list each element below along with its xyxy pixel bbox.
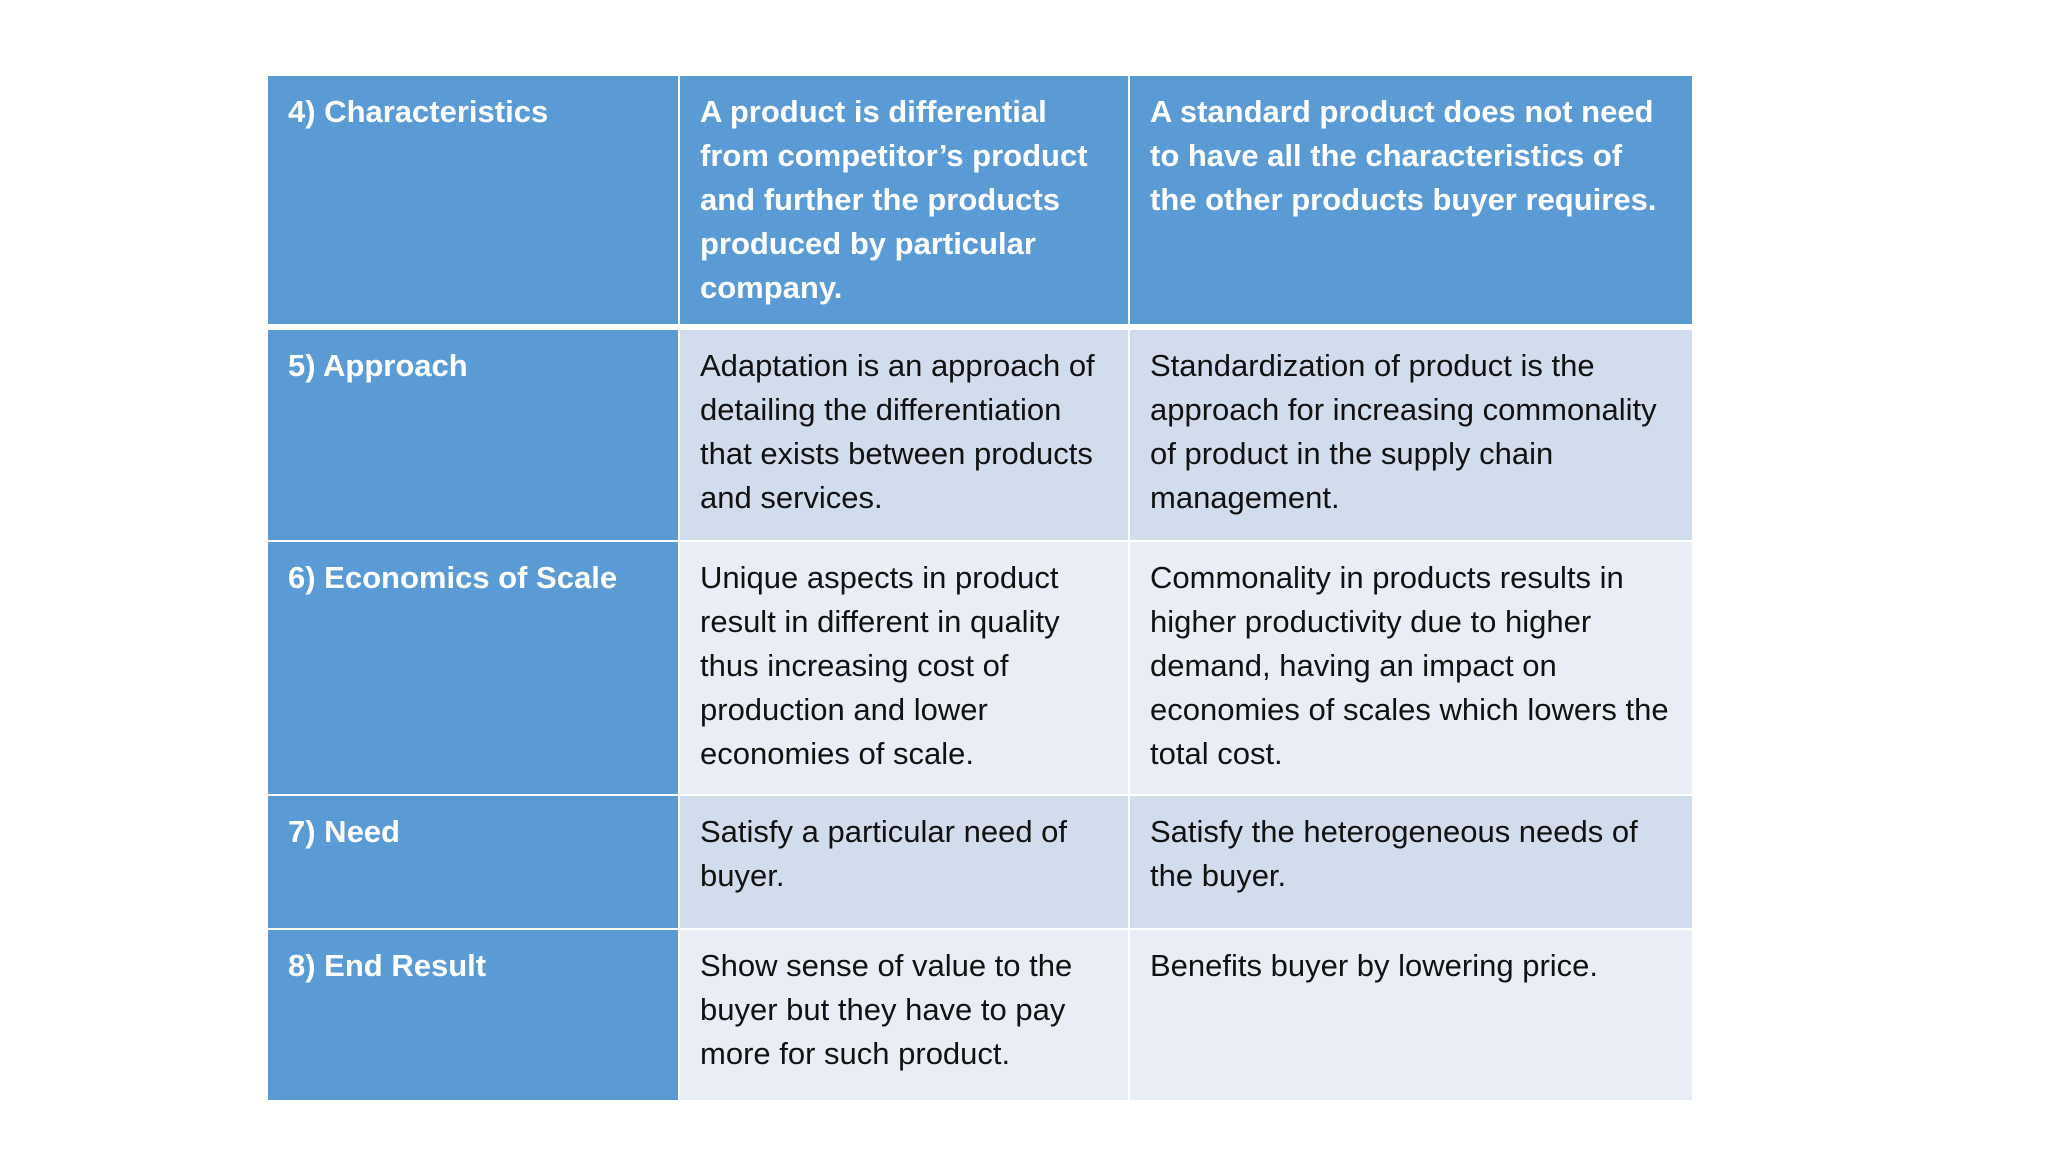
comparison-table: 4) Characteristics A product is differen… (268, 76, 1692, 1102)
row-label: 5) Approach (268, 330, 680, 542)
row-label: 4) Characteristics (268, 76, 680, 330)
cell-adaptation: Satisfy a particular need of buyer. (680, 796, 1130, 930)
table-row-economics-of-scale: 6) Economics of Scale Unique aspects in … (268, 542, 1692, 796)
cell-standardization: Benefits buyer by lowering price. (1130, 930, 1692, 1102)
cell-standardization: Standardization of product is the approa… (1130, 330, 1692, 542)
table-row-approach: 5) Approach Adaptation is an approach of… (268, 330, 1692, 542)
cell-adaptation: Unique aspects in product result in diff… (680, 542, 1130, 796)
row-label: 7) Need (268, 796, 680, 930)
table-row-characteristics: 4) Characteristics A product is differen… (268, 76, 1692, 330)
cell-adaptation: A product is differential from competito… (680, 76, 1130, 330)
cell-standardization: A standard product does not need to have… (1130, 76, 1692, 330)
cell-adaptation: Show sense of value to the buyer but the… (680, 930, 1130, 1102)
row-label: 6) Economics of Scale (268, 542, 680, 796)
cell-adaptation: Adaptation is an approach of detailing t… (680, 330, 1130, 542)
table-row-need: 7) Need Satisfy a particular need of buy… (268, 796, 1692, 930)
cell-standardization: Commonality in products results in highe… (1130, 542, 1692, 796)
cell-standardization: Satisfy the heterogeneous needs of the b… (1130, 796, 1692, 930)
row-label: 8) End Result (268, 930, 680, 1102)
table-row-end-result: 8) End Result Show sense of value to the… (268, 930, 1692, 1102)
